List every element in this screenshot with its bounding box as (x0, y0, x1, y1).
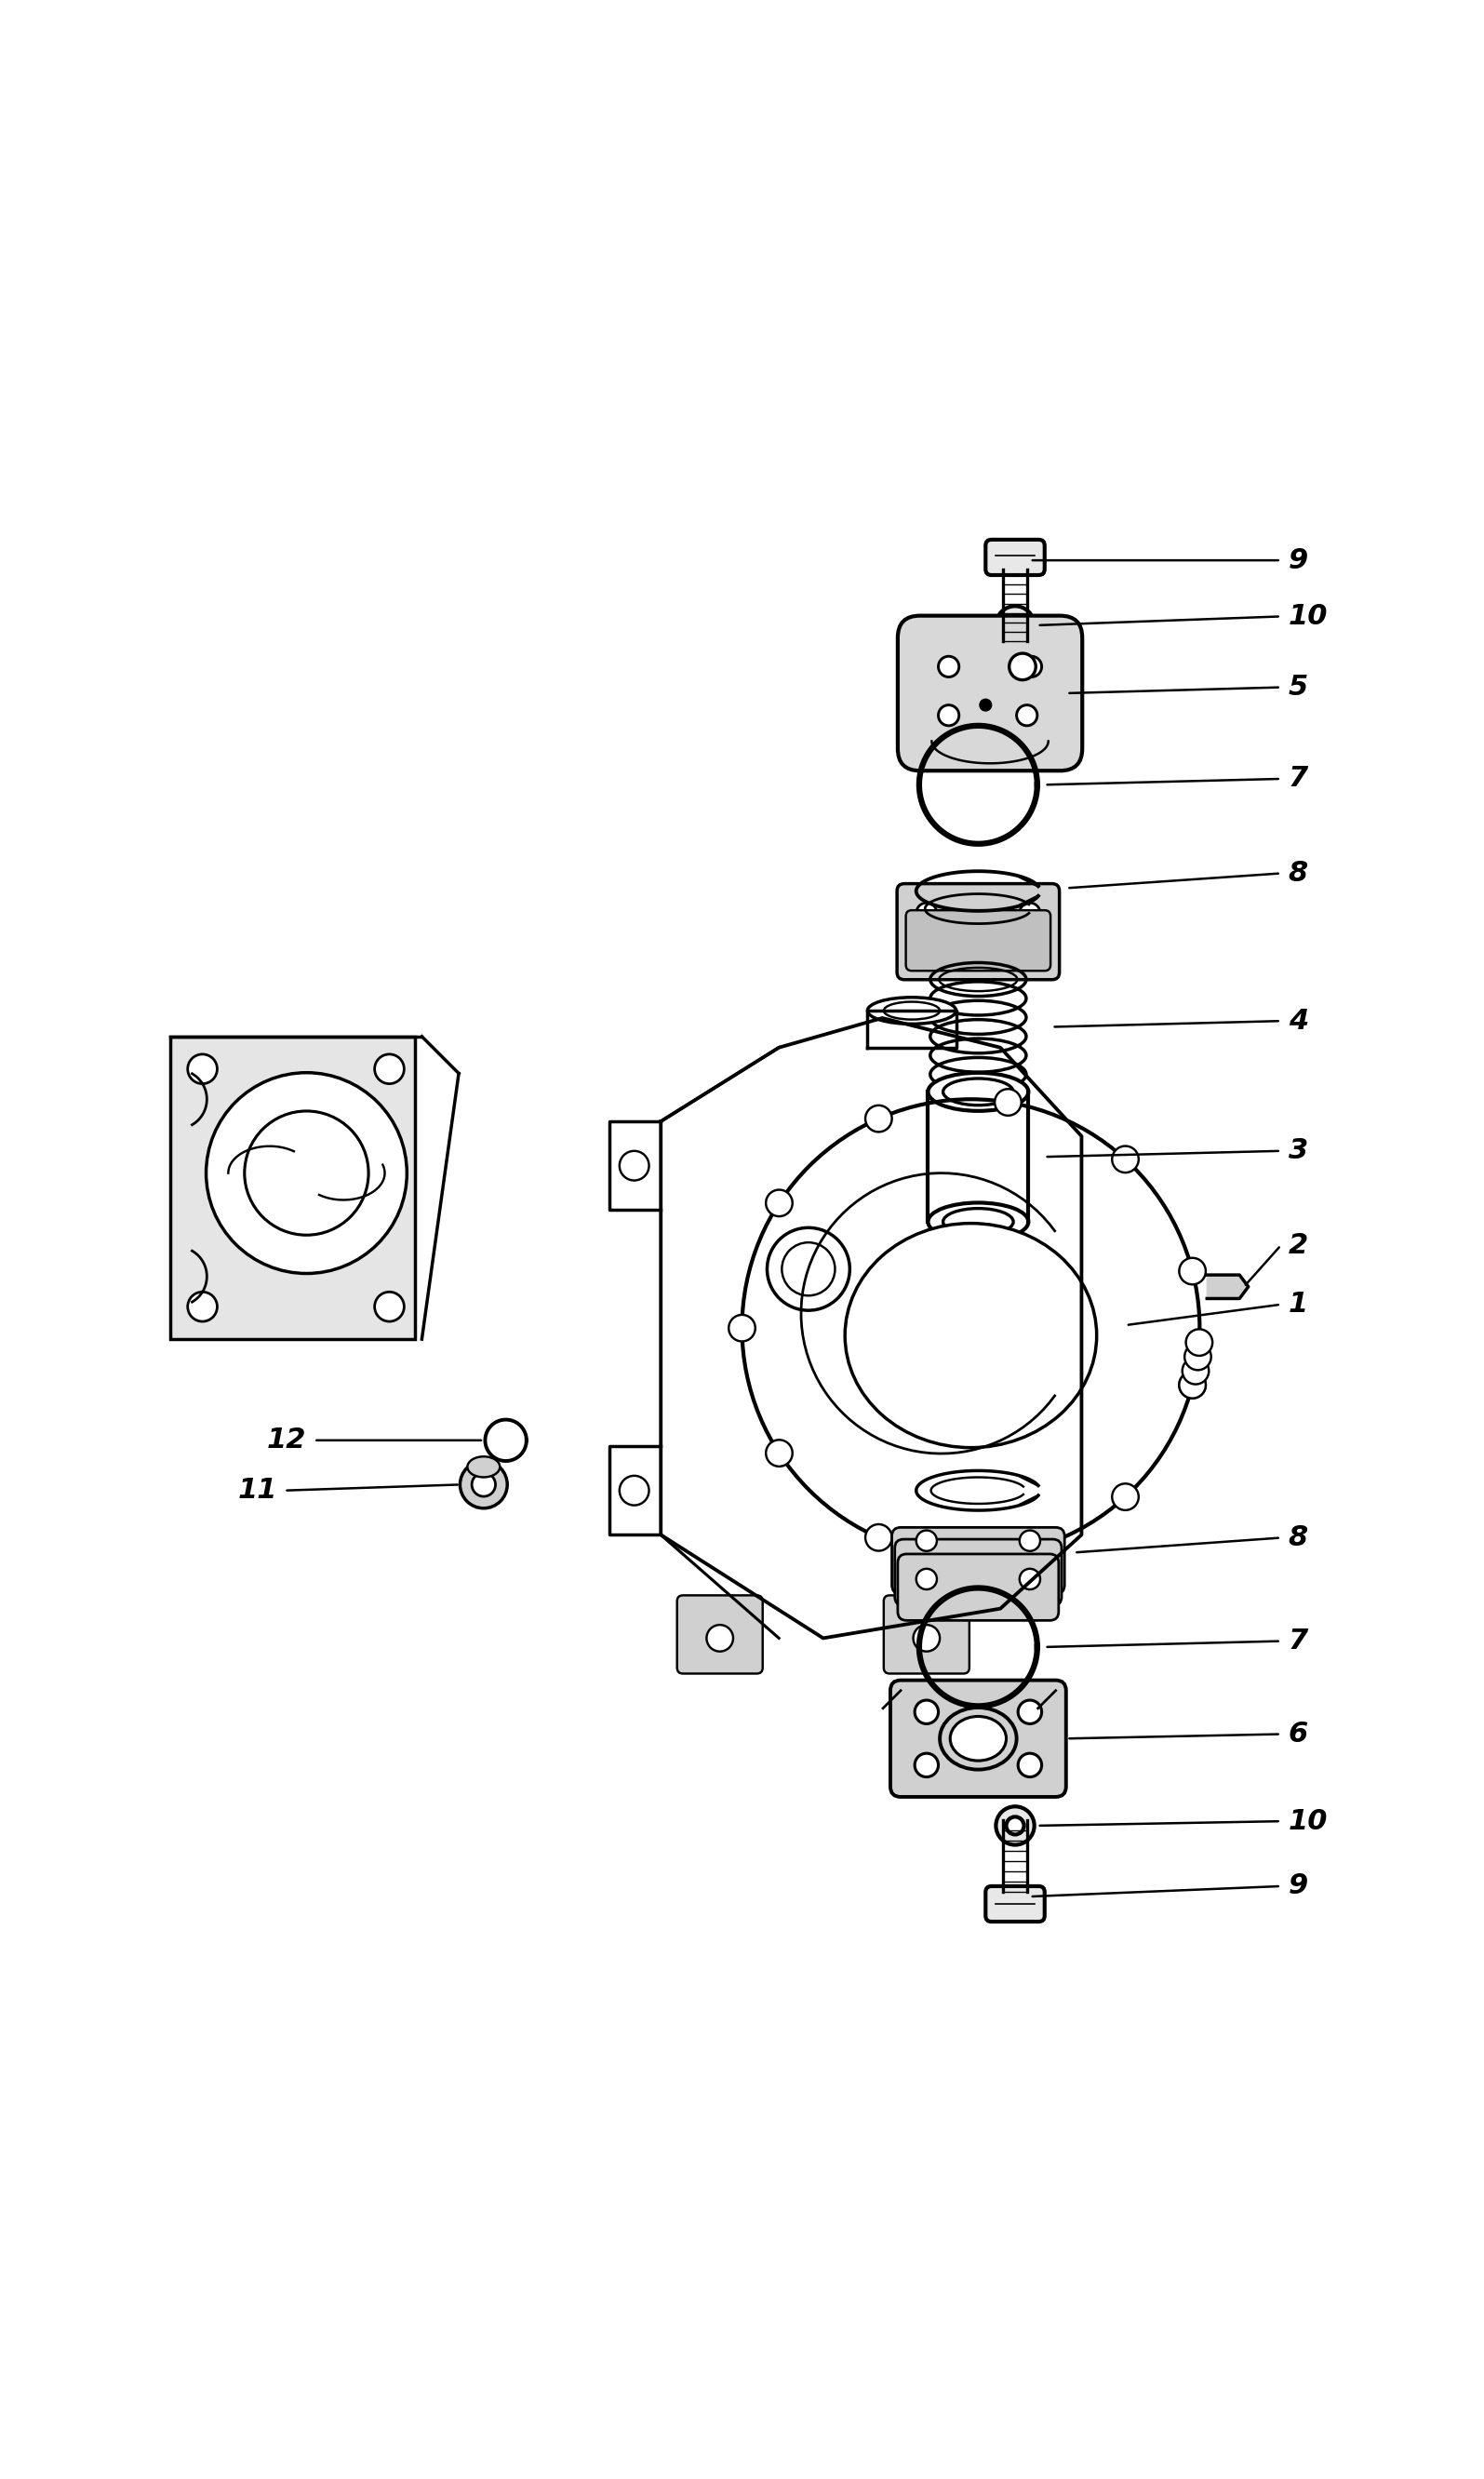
FancyBboxPatch shape (985, 540, 1045, 575)
Text: 3: 3 (1288, 1138, 1307, 1165)
Circle shape (767, 1227, 850, 1311)
Ellipse shape (467, 1458, 500, 1477)
Circle shape (729, 1314, 755, 1341)
Circle shape (187, 1292, 217, 1321)
Circle shape (206, 1073, 407, 1274)
FancyBboxPatch shape (898, 615, 1082, 771)
Circle shape (914, 1701, 938, 1723)
FancyBboxPatch shape (890, 1681, 1066, 1797)
Ellipse shape (950, 1715, 1006, 1760)
Circle shape (994, 1539, 1021, 1567)
Circle shape (1183, 1358, 1209, 1383)
Text: 8: 8 (1288, 1525, 1307, 1552)
FancyBboxPatch shape (905, 910, 1051, 972)
Circle shape (619, 1150, 649, 1180)
Text: 2: 2 (1288, 1232, 1307, 1259)
Circle shape (1112, 1482, 1138, 1510)
Circle shape (1186, 1329, 1212, 1356)
Text: 10: 10 (1288, 602, 1328, 630)
Text: 8: 8 (1288, 860, 1307, 887)
Circle shape (1180, 1371, 1205, 1398)
Circle shape (374, 1054, 404, 1083)
Circle shape (706, 1624, 733, 1651)
FancyBboxPatch shape (171, 1036, 416, 1339)
Text: 6: 6 (1288, 1720, 1307, 1748)
Circle shape (916, 902, 936, 925)
Circle shape (938, 704, 959, 726)
Circle shape (1009, 654, 1036, 679)
Circle shape (1112, 1145, 1138, 1173)
Ellipse shape (883, 1002, 939, 1019)
Circle shape (1180, 1371, 1205, 1398)
Circle shape (1006, 617, 1024, 635)
Circle shape (472, 1473, 496, 1497)
Circle shape (979, 699, 991, 711)
Circle shape (1017, 704, 1037, 726)
Circle shape (994, 1088, 1021, 1116)
Text: 4: 4 (1288, 1006, 1307, 1034)
Circle shape (766, 1190, 792, 1217)
Text: 12: 12 (267, 1428, 307, 1453)
FancyBboxPatch shape (883, 1596, 969, 1673)
Circle shape (996, 605, 1034, 645)
Circle shape (1020, 1569, 1040, 1589)
Circle shape (1012, 937, 1033, 957)
Circle shape (1018, 1701, 1042, 1723)
Ellipse shape (942, 1078, 1014, 1106)
FancyBboxPatch shape (985, 1887, 1045, 1921)
Circle shape (619, 1475, 649, 1505)
Circle shape (782, 1242, 835, 1297)
Circle shape (374, 1292, 404, 1321)
Text: 11: 11 (237, 1477, 278, 1505)
Circle shape (913, 1624, 939, 1651)
Circle shape (865, 1525, 892, 1552)
Ellipse shape (928, 1073, 1028, 1111)
Circle shape (766, 1440, 792, 1468)
Circle shape (1184, 1344, 1211, 1371)
Text: 7: 7 (1288, 1629, 1307, 1653)
Circle shape (1180, 1257, 1205, 1284)
Circle shape (245, 1111, 368, 1235)
Text: 1: 1 (1288, 1292, 1307, 1319)
Circle shape (1020, 902, 1040, 925)
Text: 10: 10 (1288, 1807, 1328, 1834)
Circle shape (1018, 1753, 1042, 1777)
Circle shape (996, 1807, 1034, 1844)
Circle shape (916, 1530, 936, 1552)
Text: 9: 9 (1288, 548, 1307, 573)
Ellipse shape (844, 1222, 1097, 1448)
Ellipse shape (942, 1207, 1014, 1235)
Text: 9: 9 (1288, 1872, 1307, 1899)
Text: 5: 5 (1288, 674, 1307, 702)
FancyBboxPatch shape (892, 1527, 1064, 1594)
Ellipse shape (939, 1708, 1017, 1770)
FancyBboxPatch shape (895, 1539, 1061, 1606)
Circle shape (916, 937, 936, 957)
Ellipse shape (868, 997, 956, 1024)
Polygon shape (1206, 1274, 1248, 1299)
Circle shape (916, 1569, 936, 1589)
Circle shape (460, 1460, 508, 1507)
Ellipse shape (928, 1202, 1028, 1242)
FancyBboxPatch shape (898, 1554, 1058, 1621)
Circle shape (938, 657, 959, 677)
Circle shape (1006, 1817, 1024, 1834)
Circle shape (1020, 1530, 1040, 1552)
Circle shape (914, 1753, 938, 1777)
Text: 7: 7 (1288, 766, 1307, 793)
Circle shape (865, 1106, 892, 1133)
FancyBboxPatch shape (896, 883, 1060, 979)
Circle shape (187, 1054, 217, 1083)
FancyBboxPatch shape (677, 1596, 763, 1673)
Circle shape (1021, 657, 1042, 677)
